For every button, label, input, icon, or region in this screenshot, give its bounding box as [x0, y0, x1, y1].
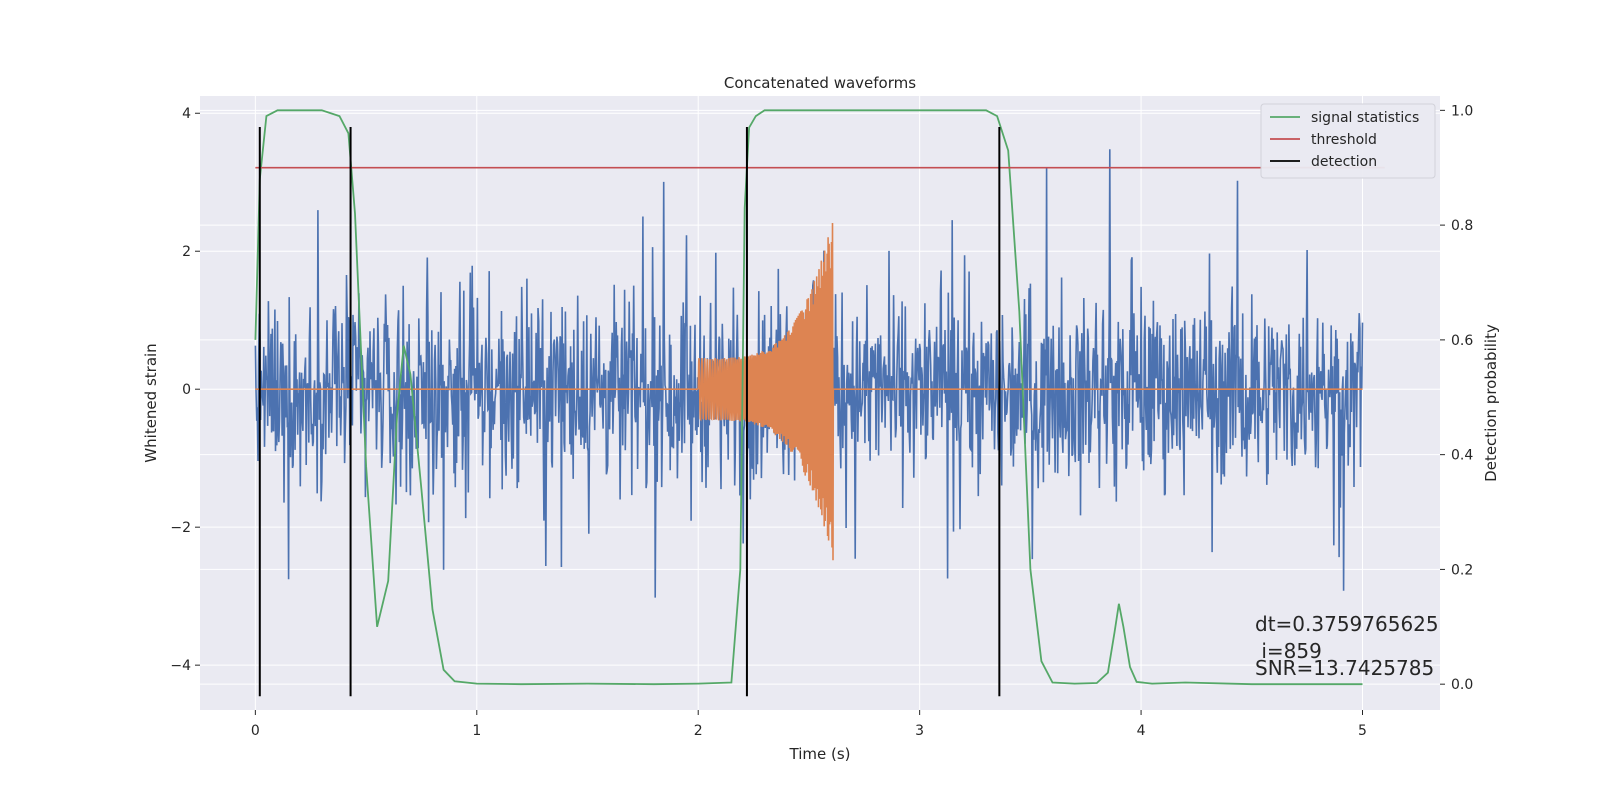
legend-box — [1260, 103, 1436, 179]
legend-label-signal-statistics: signal statistics — [1311, 110, 1419, 126]
series-signal-statistics — [254, 109, 1363, 686]
y2-tick-label: 0.6 — [1451, 333, 1473, 349]
annotation-snr: SNR=13.7425785 — [1255, 656, 1434, 680]
x-tick-label: 2 — [694, 723, 703, 739]
x-tick-label: 0 — [251, 723, 260, 739]
legend: signal statistics threshold detection — [1260, 103, 1436, 179]
legend-label-detection: detection — [1311, 154, 1377, 170]
y-tick-label: 4 — [182, 106, 191, 122]
y-axis-label: Whitened strain — [142, 343, 160, 462]
x-tick-label: 5 — [1358, 723, 1367, 739]
x-tick-label: 4 — [1137, 723, 1146, 739]
chart-title: Concatenated waveforms — [724, 74, 916, 92]
y2-tick-label: 0.4 — [1451, 448, 1473, 464]
x-tick-label: 1 — [472, 723, 481, 739]
y2-tick-label: 1.0 — [1451, 103, 1473, 119]
legend-label-threshold: threshold — [1311, 132, 1377, 148]
y-tick-label: −4 — [170, 658, 191, 674]
annotations: dt=0.3759765625 i=859 SNR=13.7425785 — [1255, 612, 1439, 680]
x-tick-label: 3 — [915, 723, 924, 739]
annotation-dt: dt=0.3759765625 — [1255, 612, 1439, 636]
y2-tick-label: 0.0 — [1451, 677, 1473, 693]
y2-axis-label: Detection probability — [1482, 324, 1500, 482]
ticks-layer: 0 1 2 3 4 5 −4 −2 0 2 4 0.0 0.2 0.4 0.6 0.8 1.0 — [170, 103, 1473, 739]
y-tick-label: 2 — [182, 244, 191, 260]
series-layer — [254, 109, 1385, 697]
annotation-index: i=859 — [1255, 639, 1322, 663]
y-tick-label: −2 — [170, 520, 191, 536]
y2-tick-label: 0.2 — [1451, 562, 1473, 578]
series-template — [255, 222, 1363, 561]
y2-tick-label: 0.8 — [1451, 218, 1473, 234]
x-axis-label: Time (s) — [789, 745, 851, 763]
y-tick-label: 0 — [182, 382, 191, 398]
